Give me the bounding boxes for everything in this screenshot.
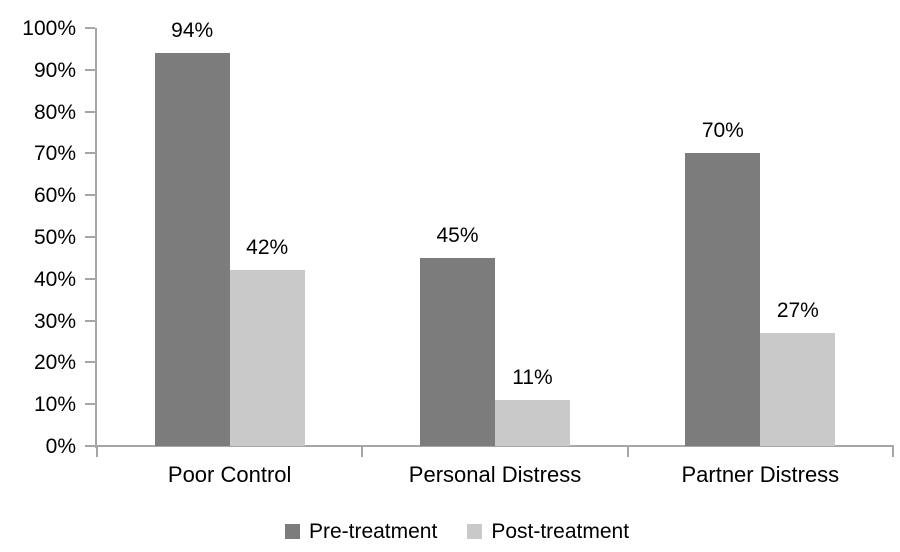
bar-value-label: 27% <box>776 299 819 323</box>
bar-value-label: 70% <box>701 119 744 143</box>
chart-legend: Pre-treatment Post-treatment <box>0 521 900 542</box>
y-axis-tick <box>85 68 95 71</box>
y-axis-tick <box>85 110 95 113</box>
y-axis-label: 10% <box>33 393 76 417</box>
y-axis-label: 80% <box>33 100 76 124</box>
y-axis-label: 20% <box>33 351 76 375</box>
legend-swatch-icon <box>284 524 300 539</box>
y-axis-label: 90% <box>33 58 76 82</box>
bar <box>154 53 230 446</box>
y-axis-tick <box>85 445 95 447</box>
y-axis-label: 0% <box>45 435 76 458</box>
y-axis-tick <box>85 236 95 238</box>
x-axis-line <box>95 445 894 447</box>
bar-value-label: 11% <box>512 366 553 390</box>
y-axis-line <box>95 28 97 448</box>
legend-label: Post-treatment <box>491 520 630 543</box>
x-axis-tick <box>626 447 629 457</box>
y-axis-label: 40% <box>33 267 76 291</box>
x-axis-tick <box>892 447 894 457</box>
legend-label: Pre-treatment <box>308 520 438 543</box>
y-axis-label: 30% <box>33 309 76 333</box>
bar <box>229 270 305 446</box>
legend-item: Pre-treatment <box>284 520 438 543</box>
y-axis-tick <box>85 152 95 155</box>
category-label: Personal Distress <box>408 462 582 487</box>
y-axis-label: 70% <box>33 142 76 166</box>
bar-value-label: 94% <box>171 19 214 43</box>
category-label: Poor Control <box>167 462 292 487</box>
x-axis-tick <box>361 447 364 457</box>
bar <box>685 153 761 446</box>
category-label: Partner Distress <box>681 462 840 487</box>
legend-swatch-icon <box>467 524 483 539</box>
bar <box>420 257 495 446</box>
bar-value-label: 45% <box>436 223 479 247</box>
bar-value-label: 42% <box>246 236 289 260</box>
y-axis-tick <box>85 277 95 280</box>
y-axis-tick <box>85 27 95 29</box>
y-axis-label: 100% <box>22 17 76 40</box>
y-axis-label: 50% <box>33 226 76 249</box>
bar <box>495 400 570 446</box>
y-axis-tick <box>85 403 95 406</box>
y-axis-tick <box>85 194 95 197</box>
y-axis-tick <box>85 319 95 322</box>
y-axis-label: 60% <box>33 184 76 208</box>
x-axis-tick <box>96 447 98 457</box>
y-axis-tick <box>85 361 95 364</box>
legend-item: Post-treatment <box>467 521 629 542</box>
bar <box>760 333 836 446</box>
